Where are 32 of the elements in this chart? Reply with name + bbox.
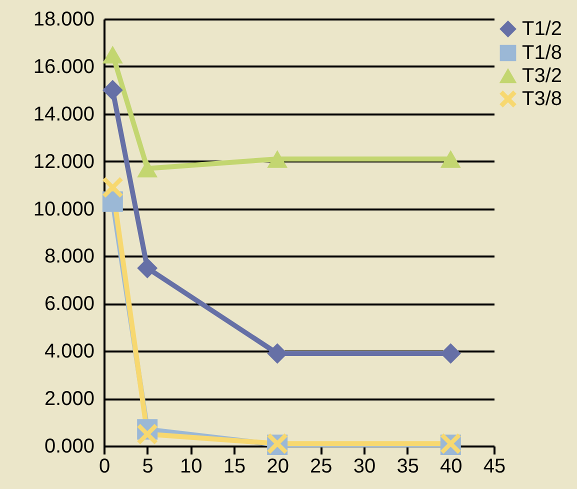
legend-label: T1/2	[522, 18, 562, 40]
point	[137, 258, 158, 278]
y-tick-label: 12.000	[33, 150, 94, 173]
y-tick-label: 2.000	[44, 388, 94, 410]
x-tick-label: 15	[223, 456, 246, 478]
y-tick-label: 18.000	[33, 8, 94, 30]
legend-label: T3/8	[522, 88, 562, 110]
y-tick-label: 8.000	[44, 246, 94, 268]
y-tick-label: 10.000	[33, 198, 94, 220]
point	[102, 177, 123, 198]
y-tick-label: 14.000	[33, 103, 94, 126]
x-tick-label: 35	[396, 456, 419, 478]
y-tick-label: 4.000	[44, 340, 94, 363]
point	[137, 424, 158, 444]
x-tick-label: 10	[180, 456, 202, 478]
point	[102, 80, 123, 100]
x-tick-label: 5	[142, 456, 154, 478]
legend-label: T1/8	[522, 42, 562, 64]
y-tick-label: 16.000	[33, 56, 94, 78]
point	[440, 150, 461, 168]
x-tick-label: 45	[483, 456, 506, 478]
point	[102, 46, 123, 64]
x-tick-label: 30	[353, 456, 376, 478]
x-tick-label: 0	[98, 456, 110, 478]
point	[137, 160, 158, 178]
x-tick-label: 40	[440, 456, 462, 478]
x-tick-label: 25	[310, 456, 332, 478]
x-tick-label: 20	[266, 456, 289, 478]
legend-label: T3/2	[522, 65, 562, 87]
y-tick-label: 0.000	[44, 436, 94, 458]
y-tick-label: 6.000	[44, 293, 94, 316]
point	[267, 150, 288, 168]
